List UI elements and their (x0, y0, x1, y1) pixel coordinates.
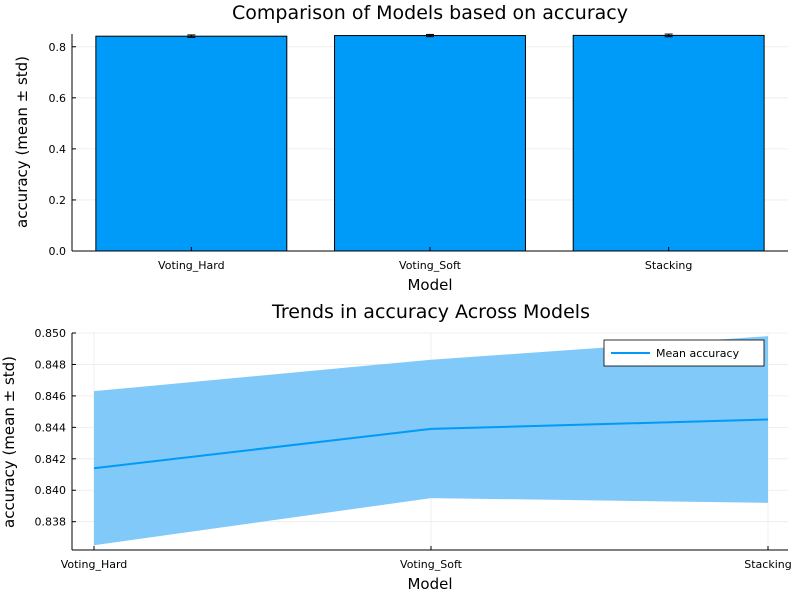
bar-chart-x-label: Model (407, 276, 452, 294)
line-chart-title: Trends in accuracy Across Models (271, 301, 590, 323)
line-chart-x-tick-label: Stacking (744, 558, 791, 571)
bar-chart-title: Comparison of Models based on accuracy (232, 2, 628, 24)
bar-stacking (572, 34, 765, 252)
line-chart-y-tick-label: 0.838 (35, 516, 67, 529)
legend: Mean accuracy (603, 339, 765, 367)
bar-chart-y-tick-label: 0.0 (49, 245, 67, 258)
mean-accuracy-line (93, 418, 769, 470)
bar-chart-error-bars (187, 33, 673, 38)
std-band (94, 336, 768, 546)
bar-chart-x-tick-label: Stacking (645, 259, 692, 272)
bar-voting-hard (95, 35, 288, 252)
bar-chart-x-tick-label: Voting_Soft (399, 259, 462, 272)
line-chart-y-ticks: 0.838 0.840 0.842 0.844 0.846 0.848 0.850 (35, 327, 76, 529)
bar-chart-bars (95, 34, 765, 252)
bar-chart-y-tick-label: 0.8 (49, 41, 67, 54)
line-chart-y-tick-label: 0.846 (35, 390, 67, 403)
bar-chart-y-ticks: 0.0 0.2 0.4 0.6 0.8 (49, 41, 76, 258)
line-chart: Trends in accuracy Across Models 0.8380.… (0, 301, 792, 593)
bar-chart-y-tick-label: 0.2 (49, 194, 67, 207)
bar-chart-x-ticks: Voting_Hard Voting_Soft Stacking (158, 247, 692, 272)
bar-chart-y-tick-label: 0.6 (49, 92, 67, 105)
bar-voting-soft (334, 35, 526, 252)
line-chart-y-label: accuracy (mean ± std) (0, 356, 18, 528)
line-chart-y-tick-label: 0.850 (35, 327, 67, 340)
bar-chart-y-tick-label: 0.4 (49, 143, 67, 156)
line-chart-y-tick-label: 0.842 (35, 453, 67, 466)
line-chart-y-tick-label: 0.844 (35, 421, 67, 434)
line-chart-x-tick-label: Voting_Soft (400, 558, 463, 571)
line-chart-y-tick-label: 0.848 (35, 358, 67, 371)
bar-chart-x-tick-label: Voting_Hard (158, 259, 225, 272)
line-chart-x-ticks: Voting_Hard Voting_Soft Stacking (61, 546, 792, 571)
line-chart-y-tick-label: 0.840 (35, 484, 67, 497)
bar-chart-y-label: accuracy (mean ± std) (13, 56, 31, 228)
legend-label: Mean accuracy (656, 347, 740, 360)
bar-chart: Comparison of Models based on accuracy 0… (13, 2, 788, 294)
line-chart-x-label: Model (407, 575, 452, 593)
line-chart-x-tick-label: Voting_Hard (61, 558, 128, 571)
